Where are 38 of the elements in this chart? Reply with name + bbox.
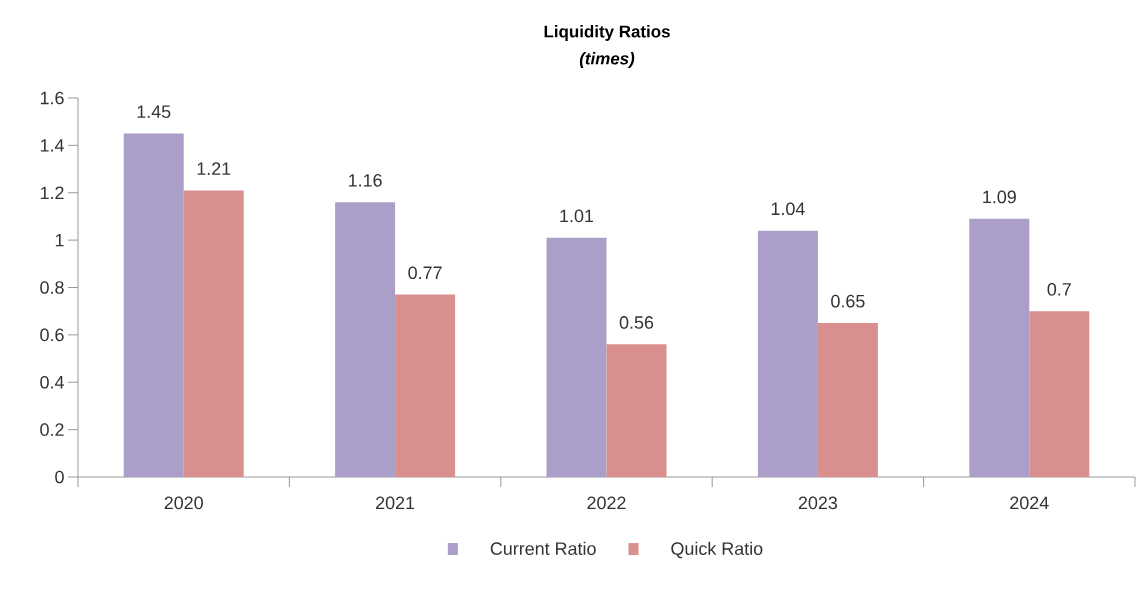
bar: [123, 133, 184, 477]
bar: [606, 344, 667, 477]
data-label: 1.01: [560, 209, 594, 223]
y-tick-label: 1.4: [40, 139, 64, 152]
y-tick-label: 0.6: [40, 328, 64, 342]
data-label: 1.09: [983, 190, 1016, 204]
legend-label: Quick Ratio: [671, 541, 763, 559]
bar: [395, 294, 456, 477]
chart-subtitle: (times): [579, 52, 635, 68]
data-label: 0.7: [1047, 282, 1071, 296]
data-label: 1.21: [197, 162, 231, 175]
data-label: 1.45: [137, 105, 171, 118]
data-label: 0.56: [619, 316, 654, 329]
x-tick-label: 2020: [164, 496, 203, 510]
data-label: 1.04: [771, 202, 805, 216]
bar: [969, 218, 1030, 477]
x-tick-label: 2023: [798, 496, 838, 510]
y-tick-label: 0.4: [40, 375, 64, 389]
y-tick-label: 0.2: [40, 423, 64, 436]
x-tick-label: 2021: [376, 496, 415, 510]
legend-label: Current Ratio: [490, 541, 596, 555]
x-tick-label: 2022: [587, 496, 626, 510]
bar: [546, 237, 607, 477]
y-tick-label: 1.2: [40, 186, 64, 200]
y-tick-label: 1.6: [40, 91, 64, 105]
y-tick-label: 0: [55, 470, 64, 484]
bar: [1029, 311, 1090, 477]
y-tick-label: 0.8: [40, 281, 64, 294]
bar: [335, 202, 396, 477]
bar: [757, 230, 818, 477]
chart-title: Liquidity Ratios: [544, 25, 670, 41]
x-tick-label: 2024: [1010, 496, 1049, 510]
data-label: 0.77: [408, 266, 442, 280]
data-label: 1.16: [349, 174, 382, 187]
bar: [183, 190, 244, 477]
y-tick-label: 1: [55, 233, 64, 247]
data-label: 0.65: [831, 294, 865, 308]
bar: [817, 323, 878, 477]
